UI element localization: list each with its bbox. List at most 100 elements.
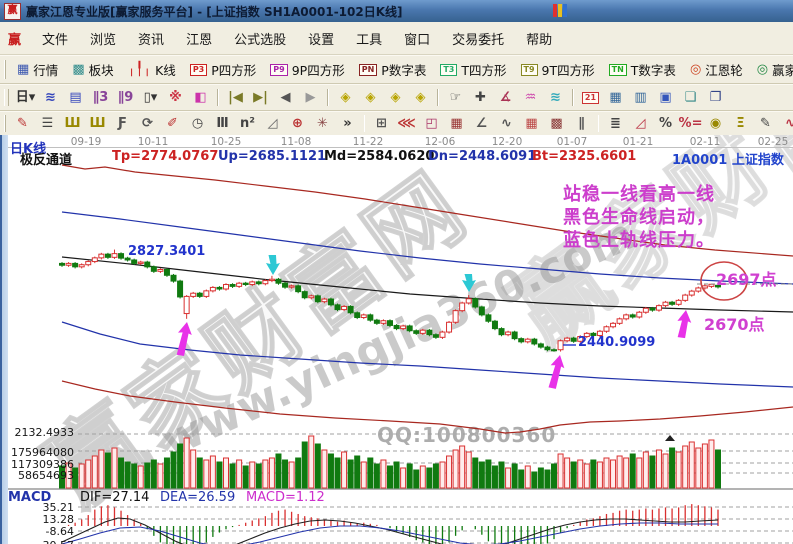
next-page-button[interactable]: ▶ — [298, 90, 323, 105]
title-bar[interactable]: 赢 赢家江恩专业版[赢家服务平台] - [上证指数 SH1A0001-102日K… — [0, 0, 793, 22]
kline-period-button[interactable]: 日▾ — [13, 90, 38, 105]
p-square-button[interactable]: P3 P四方形 — [183, 58, 263, 81]
grid-box-button[interactable]: ▦ — [519, 116, 544, 131]
report-button[interactable]: ▥ — [628, 90, 653, 105]
menu-item-7[interactable]: 窗口 — [404, 32, 431, 48]
time-circle-button[interactable]: ◷ — [185, 116, 210, 131]
info-note-button[interactable]: ▤ — [63, 90, 88, 105]
star-tool-button[interactable]: ✳ — [310, 116, 335, 131]
print-button[interactable]: ❐ — [703, 90, 728, 105]
golden-section2-tool-button[interactable]: Ш — [85, 116, 110, 131]
diamond-left-button[interactable]: ◈ — [333, 90, 358, 105]
diamond-right-button[interactable]: ◈ — [358, 90, 383, 105]
more-tools-button[interactable]: » — [335, 116, 360, 131]
first-page-button[interactable]: |◀ — [223, 90, 248, 105]
axis-date-label: 09-19 — [70, 136, 102, 148]
minor-cycle9-button[interactable]: ∥9 — [113, 90, 138, 105]
diamond-left-icon: ◈ — [340, 90, 351, 105]
chip-distribution-button[interactable]: ※ — [163, 90, 188, 105]
toolbar-grip[interactable] — [4, 88, 9, 107]
comb-lines-button[interactable]: Ⅲ — [210, 116, 235, 131]
price-ruler-button[interactable]: ≣ — [603, 116, 628, 131]
menu-item-3[interactable]: 江恩 — [186, 32, 213, 48]
menu-item-6[interactable]: 工具 — [356, 32, 383, 48]
ray-fan-button[interactable]: ⋘ — [394, 116, 419, 131]
fib-tool-button[interactable]: Ƒ — [110, 116, 135, 131]
calendar-button[interactable]: 21 — [578, 91, 603, 105]
chip-tool-button[interactable]: ♒ — [518, 90, 543, 105]
window-title: 赢家江恩专业版[赢家服务平台] - [上证指数 SH1A0001-102日K线] — [26, 4, 403, 19]
diamond-multi-button[interactable]: ◈ — [408, 90, 433, 105]
toolbar-separator — [437, 88, 439, 107]
winner-wheel-button[interactable]: ◎赢家轮 — [750, 58, 793, 81]
curve-overlay-button[interactable]: ≋ — [38, 90, 63, 105]
box-tool-button[interactable]: ⊞ — [369, 116, 394, 131]
toolbar-grip[interactable] — [4, 60, 6, 79]
prev-page-button[interactable]: ◀ — [273, 90, 298, 105]
wave-band-icon: ∿ — [785, 117, 793, 130]
trend-angle-button[interactable]: ∠ — [469, 116, 494, 131]
fan-box-button[interactable]: ◰ — [419, 116, 444, 131]
hand-tool-button[interactable]: ☞ — [443, 90, 468, 105]
percent-button[interactable]: % — [653, 116, 678, 131]
stat-tool-button[interactable]: ≋ — [543, 90, 568, 105]
snapshot-button[interactable]: ❏ — [678, 90, 703, 105]
toolbar-label: 江恩轮 — [705, 63, 743, 78]
menu-item-1[interactable]: 浏览 — [90, 32, 117, 48]
angle-fan-button[interactable]: ◿ — [260, 116, 285, 131]
t-square-button[interactable]: T3 T四方形 — [433, 58, 513, 81]
percent-line-button[interactable]: %= — [678, 116, 703, 131]
menu-item-4[interactable]: 公式选股 — [234, 32, 287, 48]
last-page-button[interactable]: ▶| — [248, 90, 273, 105]
golden-line-button[interactable]: Ξ — [728, 116, 753, 131]
t-table-button[interactable]: TN T数字表 — [602, 58, 683, 81]
p-table-button[interactable]: PN P数字表 — [352, 58, 434, 81]
n2-tool-button[interactable]: n² — [235, 116, 260, 131]
calendar-icon: 21 — [581, 91, 600, 104]
spiral-tool-icon: ⟳ — [142, 116, 153, 131]
color-volume-button[interactable]: ◧ — [188, 90, 213, 105]
wave-band-button[interactable]: ∿ — [778, 116, 793, 131]
spiral-tool-button[interactable]: ⟳ — [135, 116, 160, 131]
chart-area: 赢家财富网 赢家财富网 www.yingjia360.com QQ:100800… — [0, 135, 793, 544]
gann-wheel-button[interactable]: ◎ 江恩轮 — [683, 58, 750, 81]
chart-canvas[interactable] — [0, 135, 793, 544]
minor-cycle3-button[interactable]: ∥3 — [88, 90, 113, 105]
crosshair-button[interactable]: ✚ — [468, 90, 493, 105]
percent-retrace-button[interactable]: ◿ — [628, 116, 653, 131]
axis-date-label: 10-11 — [137, 136, 169, 148]
angle-measure-icon: ∡ — [499, 90, 512, 105]
ninep-square-button[interactable]: P9 9P四方形 — [263, 58, 351, 81]
gann-box-button[interactable]: ▦ — [444, 116, 469, 131]
marker-pen-button[interactable]: ✐ — [160, 116, 185, 131]
menu-item-8[interactable]: 交易委托 — [452, 32, 505, 48]
gann-grid-tool-button[interactable]: ☰ — [35, 116, 60, 131]
next-page-icon: ▶ — [305, 90, 316, 105]
candle-style-button[interactable]: ▯▾ — [138, 90, 163, 105]
kline-button[interactable]: ╷╿╷ K线 — [121, 58, 183, 81]
toolbar-grip[interactable] — [4, 115, 6, 132]
parallel-lines-button[interactable]: ∥ — [569, 116, 594, 131]
save-button[interactable]: ▣ — [653, 90, 678, 105]
golden-section-tool-button[interactable]: Ш — [60, 116, 85, 131]
quotes-button[interactable]: ▦ 行情 — [10, 58, 65, 81]
menu-item-5[interactable]: 设置 — [308, 32, 335, 48]
menu-item-0[interactable]: 文件 — [42, 32, 69, 48]
grid-box2-button[interactable]: ▩ — [544, 116, 569, 131]
menu-item-2[interactable]: 资讯 — [138, 32, 165, 48]
kline-icon: ╷╿╷ — [127, 62, 152, 77]
golden-circle-button[interactable]: ◉ — [703, 116, 728, 131]
candle-mark-button[interactable]: ✎ — [753, 116, 778, 131]
ninet-square-button[interactable]: T9 9T四方形 — [514, 58, 602, 81]
gann-target-button[interactable]: ⊕ — [285, 116, 310, 131]
box-tool-icon: ⊞ — [376, 116, 387, 131]
zigzag-button[interactable]: ∿ — [494, 116, 519, 131]
angle-measure-button[interactable]: ∡ — [493, 90, 518, 105]
diamond-cross-button[interactable]: ◈ — [383, 90, 408, 105]
sectors-button[interactable]: ▩ 板块 — [65, 58, 120, 81]
calculator-button[interactable]: ▦ — [603, 90, 628, 105]
menu-bar: 赢 文件 浏览 资讯 江恩 公式选股 设置 工具 窗口 交易委托 帮助 — [0, 22, 793, 55]
menu-item-9[interactable]: 帮助 — [526, 32, 553, 48]
marker-pen-icon: ✐ — [167, 116, 178, 131]
brush-tool-button[interactable]: ✎ — [10, 116, 35, 131]
